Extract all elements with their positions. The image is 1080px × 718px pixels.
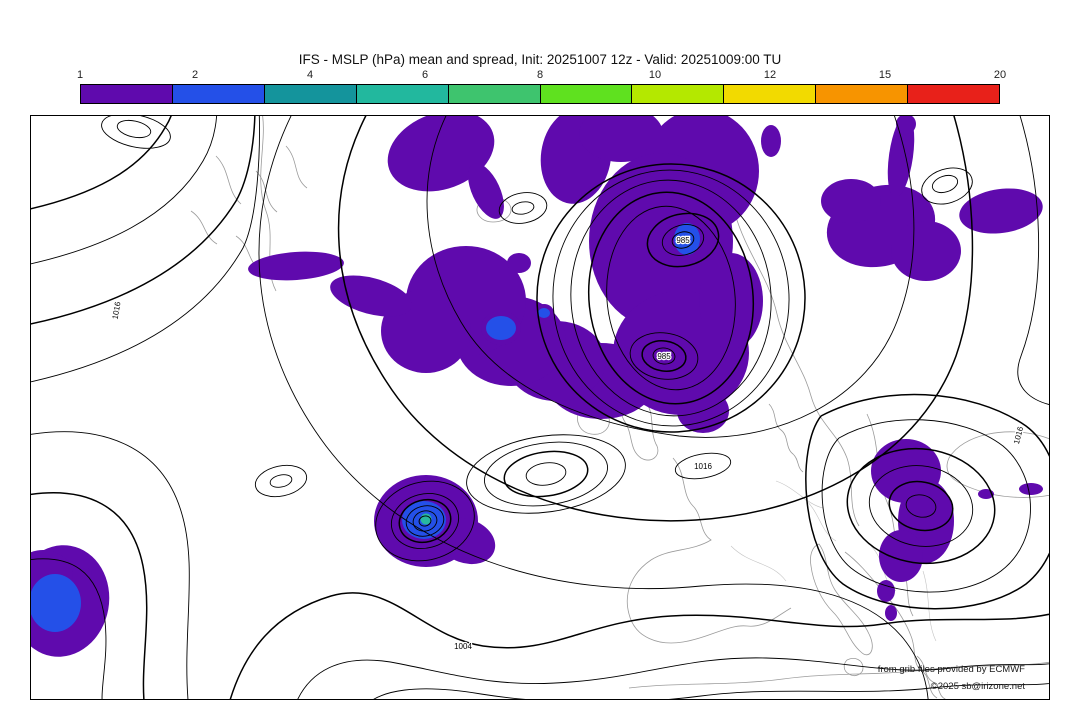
colorbar: 1 2 4 6 8 10 12 15 20 [76, 69, 1006, 104]
colorbar-segments [80, 84, 1000, 104]
colorbar-tick-label: 8 [536, 69, 544, 81]
attribution-copyright: ©2025 sb@irizone.net [930, 681, 1025, 692]
attribution: from grib files provided by ECMWF ©2025 … [878, 661, 1025, 695]
contour-label: 1016 [111, 300, 123, 320]
colorbar-tick-label: 12 [763, 69, 777, 81]
colorbar-segment [264, 85, 357, 103]
colorbar-tick-label: 6 [421, 69, 429, 81]
weather-map: 985 985 1016 1004 1016 1016 from grib fi… [30, 115, 1050, 700]
attribution-source: from grib files provided by ECMWF [877, 664, 1025, 675]
contour-label: 1004 [454, 642, 472, 651]
colorbar-segment [356, 85, 449, 103]
colorbar-segment [816, 85, 909, 103]
contour-label: 1016 [1012, 425, 1025, 445]
colorbar-tick-label: 2 [191, 69, 199, 81]
isobar-contours-thick [31, 116, 1049, 699]
isobar-contours-thin [31, 116, 1049, 699]
weather-map-canvas: 985 985 1016 1004 1016 1016 [31, 116, 1049, 699]
colorbar-segment [448, 85, 541, 103]
colorbar-segment [632, 85, 725, 103]
spread-fill-purple-layer [31, 116, 1043, 657]
contour-label: 985 [657, 352, 671, 361]
colorbar-segment [724, 85, 817, 103]
colorbar-tick-label: 15 [878, 69, 892, 81]
colorbar-segment [172, 85, 265, 103]
colorbar-tick-label: 1 [76, 69, 84, 81]
colorbar-ticks: 1 2 4 6 8 10 12 15 20 [76, 69, 1006, 83]
colorbar-tick-label: 20 [993, 69, 1007, 81]
colorbar-segment [540, 85, 633, 103]
colorbar-tick-label: 10 [648, 69, 662, 81]
colorbar-segment [81, 85, 173, 103]
contour-label: 985 [676, 236, 690, 245]
contour-label: 1016 [694, 462, 712, 471]
page-title: IFS - MSLP (hPa) mean and spread, Init: … [298, 52, 782, 67]
colorbar-segment [908, 85, 1000, 103]
colorbar-tick-label: 4 [306, 69, 314, 81]
